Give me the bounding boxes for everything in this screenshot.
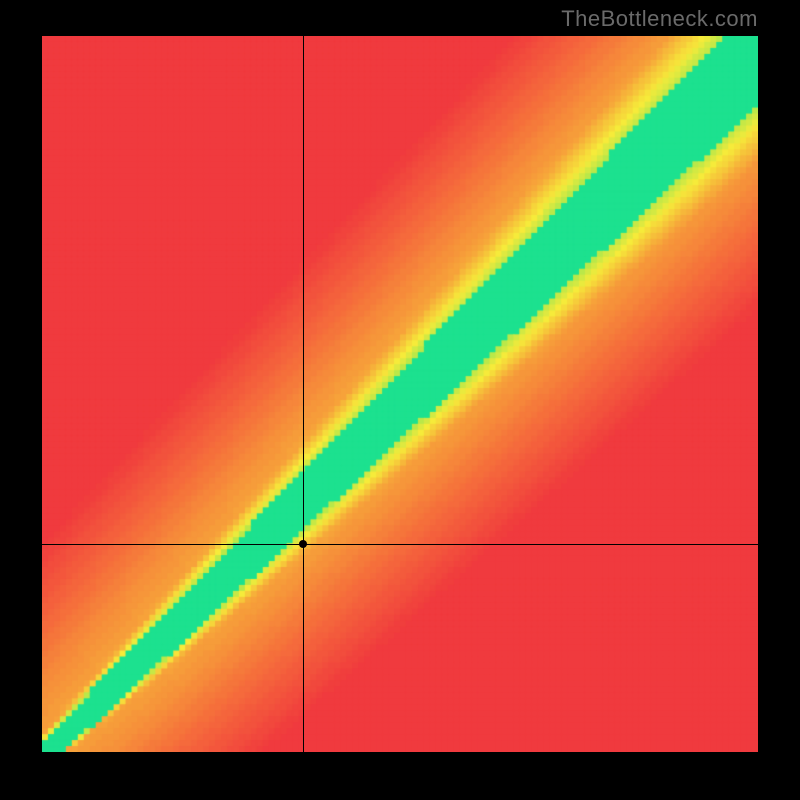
chart-container: TheBottleneck.com — [0, 0, 800, 800]
heatmap-plot — [42, 36, 758, 752]
crosshair-vertical — [303, 36, 304, 752]
crosshair-horizontal — [42, 544, 758, 545]
watermark-text: TheBottleneck.com — [561, 6, 758, 32]
crosshair-dot — [299, 540, 307, 548]
